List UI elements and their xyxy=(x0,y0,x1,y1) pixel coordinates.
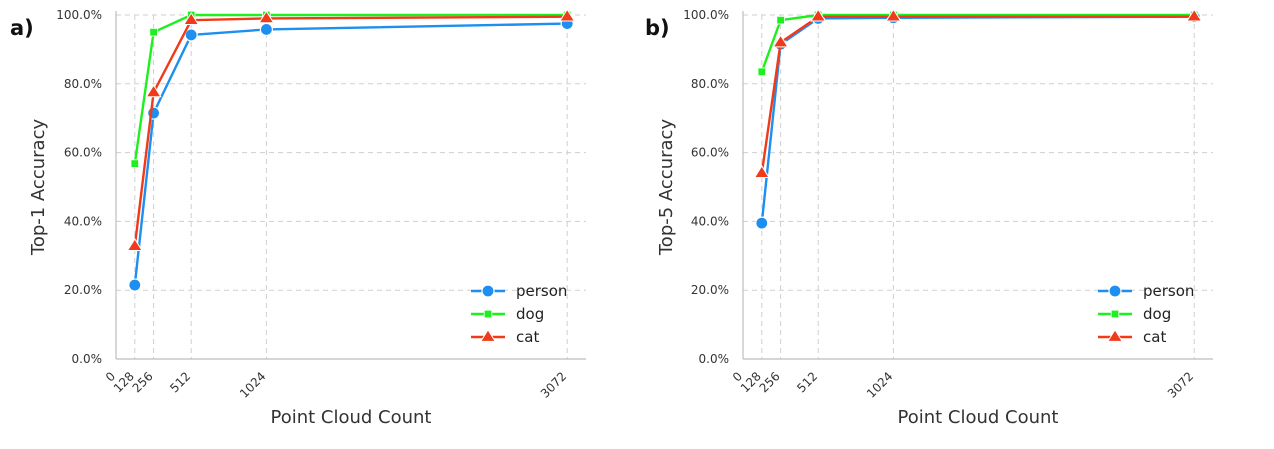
x-tick-label: 512 xyxy=(167,369,193,395)
data-point-cat xyxy=(559,8,576,22)
panel-label: b) xyxy=(645,16,670,40)
series-cat xyxy=(126,8,576,251)
data-point-cat xyxy=(145,84,162,98)
y-tick-label: 20.0% xyxy=(691,283,729,297)
y-tick-label: 80.0% xyxy=(691,77,729,91)
y-tick-label: 100.0% xyxy=(56,8,102,22)
y-tick-label: 20.0% xyxy=(64,283,102,297)
data-point-cat xyxy=(885,8,902,22)
data-point-dog xyxy=(776,15,785,25)
y-tick-label: 0.0% xyxy=(72,352,103,366)
series-cat xyxy=(753,8,1203,179)
legend-marker-dog xyxy=(1110,309,1120,319)
series-line-dog xyxy=(133,13,568,164)
data-point-cat xyxy=(183,12,200,25)
data-point-dog xyxy=(757,67,766,76)
panel-label: a) xyxy=(10,16,34,40)
data-point-cat xyxy=(772,34,789,48)
series-line-person xyxy=(760,15,1195,224)
legend: person dog cat xyxy=(471,282,567,346)
legend-label-cat: cat xyxy=(1143,328,1166,346)
data-point-dog xyxy=(149,27,158,37)
x-tick-label: 256 xyxy=(130,369,156,395)
data-point-person xyxy=(259,22,273,37)
series-line-cat xyxy=(133,15,568,247)
legend-marker-person xyxy=(1108,284,1122,298)
legend-marker-cat xyxy=(1106,328,1124,342)
data-point-dog xyxy=(130,159,139,168)
x-axis-title: Point Cloud Count xyxy=(270,407,431,428)
y-tick-label: 40.0% xyxy=(64,214,102,228)
y-tick-label: 60.0% xyxy=(64,146,102,160)
legend-marker-person xyxy=(481,284,495,298)
data-point-cat xyxy=(753,165,770,179)
y-tick-label: 40.0% xyxy=(691,214,729,228)
x-axis-title: Point Cloud Count xyxy=(897,407,1058,428)
data-point-person xyxy=(184,28,198,42)
legend-label-person: person xyxy=(1143,282,1194,300)
data-point-person xyxy=(128,278,142,292)
legend-label-cat: cat xyxy=(516,328,539,346)
data-point-cat xyxy=(810,8,827,22)
y-tick-label: 80.0% xyxy=(64,77,102,91)
x-tick-label: 3072 xyxy=(1165,369,1196,400)
legend: person dog cat xyxy=(1098,282,1194,346)
data-point-cat xyxy=(258,10,275,24)
series-person xyxy=(755,10,1201,230)
legend-label-dog: dog xyxy=(516,305,544,323)
x-tick-label: 3072 xyxy=(538,369,569,400)
y-tick-label: 0.0% xyxy=(699,352,730,366)
y-axis-title: Top-1 Accuracy xyxy=(28,119,49,257)
x-tick-label: 1024 xyxy=(864,369,895,400)
series-person xyxy=(128,17,574,292)
series-line-person xyxy=(133,22,568,286)
x-tick-label: 1024 xyxy=(237,369,268,400)
series-line-cat xyxy=(760,15,1195,174)
series-line-dog xyxy=(760,13,1195,73)
legend-label-dog: dog xyxy=(1143,305,1171,323)
legend-marker-cat xyxy=(479,328,497,342)
y-axis-title: Top-5 Accuracy xyxy=(656,119,677,257)
x-tick-label: 256 xyxy=(757,369,783,395)
legend-label-person: person xyxy=(516,282,567,300)
data-point-cat xyxy=(1186,8,1203,22)
y-tick-label: 60.0% xyxy=(691,146,729,160)
data-point-person xyxy=(755,216,769,230)
x-tick-label: 512 xyxy=(794,369,820,395)
y-tick-label: 100.0% xyxy=(683,8,729,22)
data-point-cat xyxy=(126,238,143,251)
legend-marker-dog xyxy=(483,309,493,319)
